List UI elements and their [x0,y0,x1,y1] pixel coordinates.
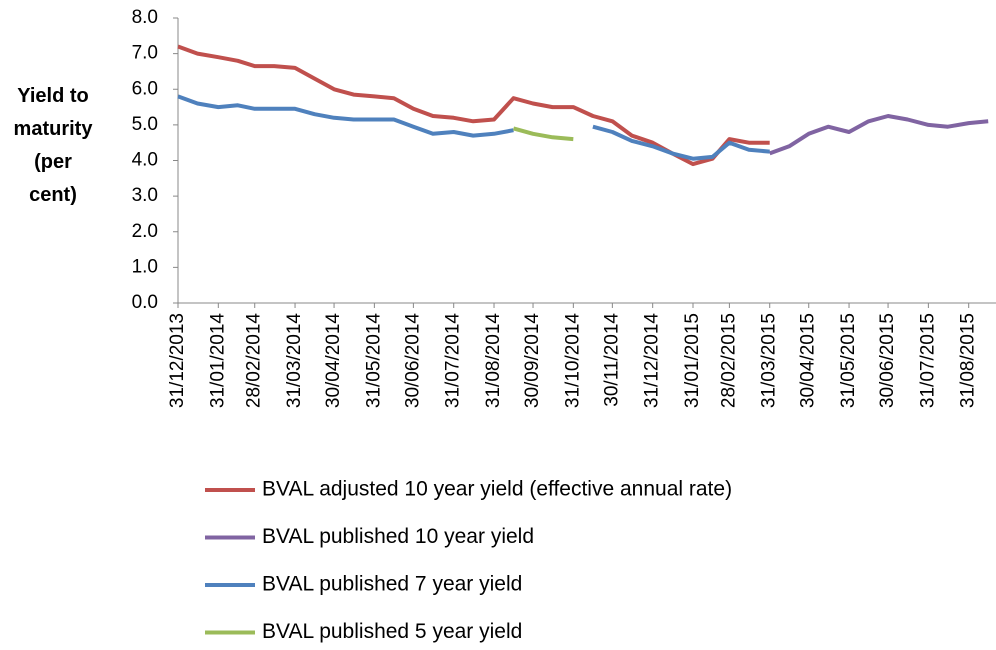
x-tick-label: 31/07/2014 [443,313,464,409]
legend-label: BVAL published 7 year yield [262,573,522,596]
series-line [512,126,574,142]
y-tick-label: 1.0 [132,256,158,277]
x-tick-label: 30/04/2014 [323,313,344,409]
series-line [769,114,989,156]
y-tick-label: 6.0 [132,78,158,99]
x-tick-label: 31/07/2015 [917,313,938,408]
x-tick-label: 31/05/2015 [838,313,859,408]
x-tick-label: 31/03/2014 [284,313,305,409]
legend-label: BVAL adjusted 10 year yield (effective a… [262,478,732,501]
x-tick-label: 28/02/2014 [244,313,265,409]
y-tick-label: 8.0 [132,7,158,28]
y-tick-label: 7.0 [132,43,158,64]
x-tick-label: 30/11/2014 [601,313,622,407]
y-tick-label: 2.0 [132,221,158,242]
x-tick-label: 31/01/2014 [207,313,228,409]
legend-label: BVAL published 5 year yield [262,620,522,643]
x-tick-label: 28/02/2015 [718,313,739,408]
x-tick-label: 30/06/2014 [402,313,423,409]
x-tick-label: 31/01/2015 [682,313,703,408]
legend-label: BVAL published 10 year yield [262,525,534,548]
series-line [177,94,770,161]
y-tick-label: 0.0 [132,292,158,313]
y-tick-label: 4.0 [132,150,158,171]
x-tick-label: 31/12/2014 [642,313,663,409]
series-line [177,44,770,167]
x-tick-label: 31/12/2013 [167,313,188,408]
x-tick-label: 31/08/2015 [958,313,979,408]
x-tick-label: 30/09/2014 [522,313,543,409]
y-axis-label: Yield to maturity (per cent) [13,85,93,206]
y-tick-label: 3.0 [132,185,158,206]
x-tick-label: 31/03/2015 [759,313,780,408]
x-tick-label: 30/06/2015 [877,313,898,408]
y-tick-label: 5.0 [132,114,158,135]
x-tick-label: 31/05/2014 [363,313,384,409]
x-tick-label: 31/10/2014 [562,313,583,409]
x-tick-label: 30/04/2015 [798,313,819,408]
x-tick-label: 31/08/2014 [483,313,504,409]
